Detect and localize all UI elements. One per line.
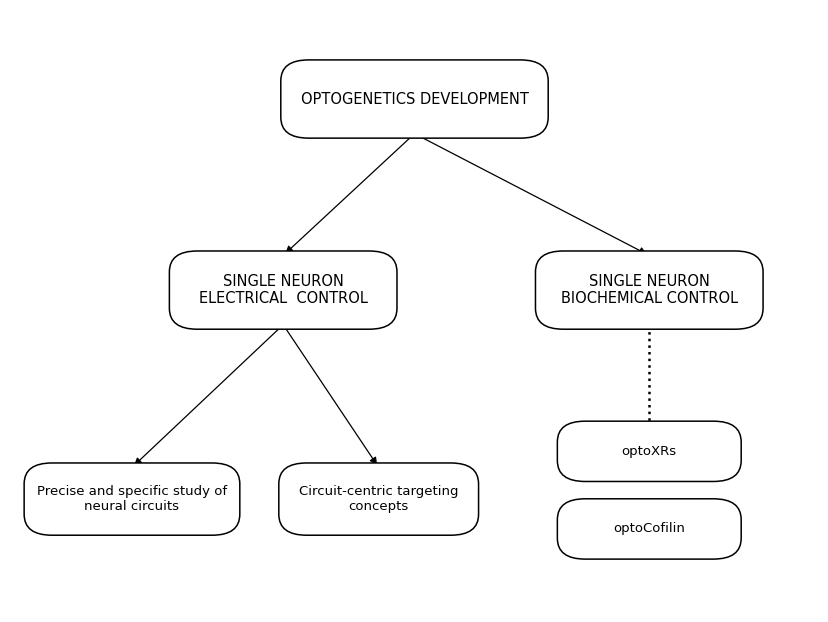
FancyBboxPatch shape [169, 251, 397, 329]
Text: OPTOGENETICS DEVELOPMENT: OPTOGENETICS DEVELOPMENT [301, 91, 527, 106]
Text: optoCofilin: optoCofilin [613, 522, 685, 536]
FancyBboxPatch shape [281, 60, 547, 138]
Text: Circuit-centric targeting
concepts: Circuit-centric targeting concepts [299, 485, 458, 513]
FancyBboxPatch shape [24, 463, 239, 535]
FancyBboxPatch shape [556, 421, 740, 481]
FancyBboxPatch shape [535, 251, 762, 329]
Text: optoXRs: optoXRs [621, 445, 676, 458]
FancyBboxPatch shape [556, 499, 740, 559]
FancyBboxPatch shape [278, 463, 478, 535]
Text: SINGLE NEURON
ELECTRICAL  CONTROL: SINGLE NEURON ELECTRICAL CONTROL [199, 274, 367, 306]
Text: Precise and specific study of
neural circuits: Precise and specific study of neural cir… [37, 485, 227, 513]
Text: SINGLE NEURON
BIOCHEMICAL CONTROL: SINGLE NEURON BIOCHEMICAL CONTROL [560, 274, 737, 306]
